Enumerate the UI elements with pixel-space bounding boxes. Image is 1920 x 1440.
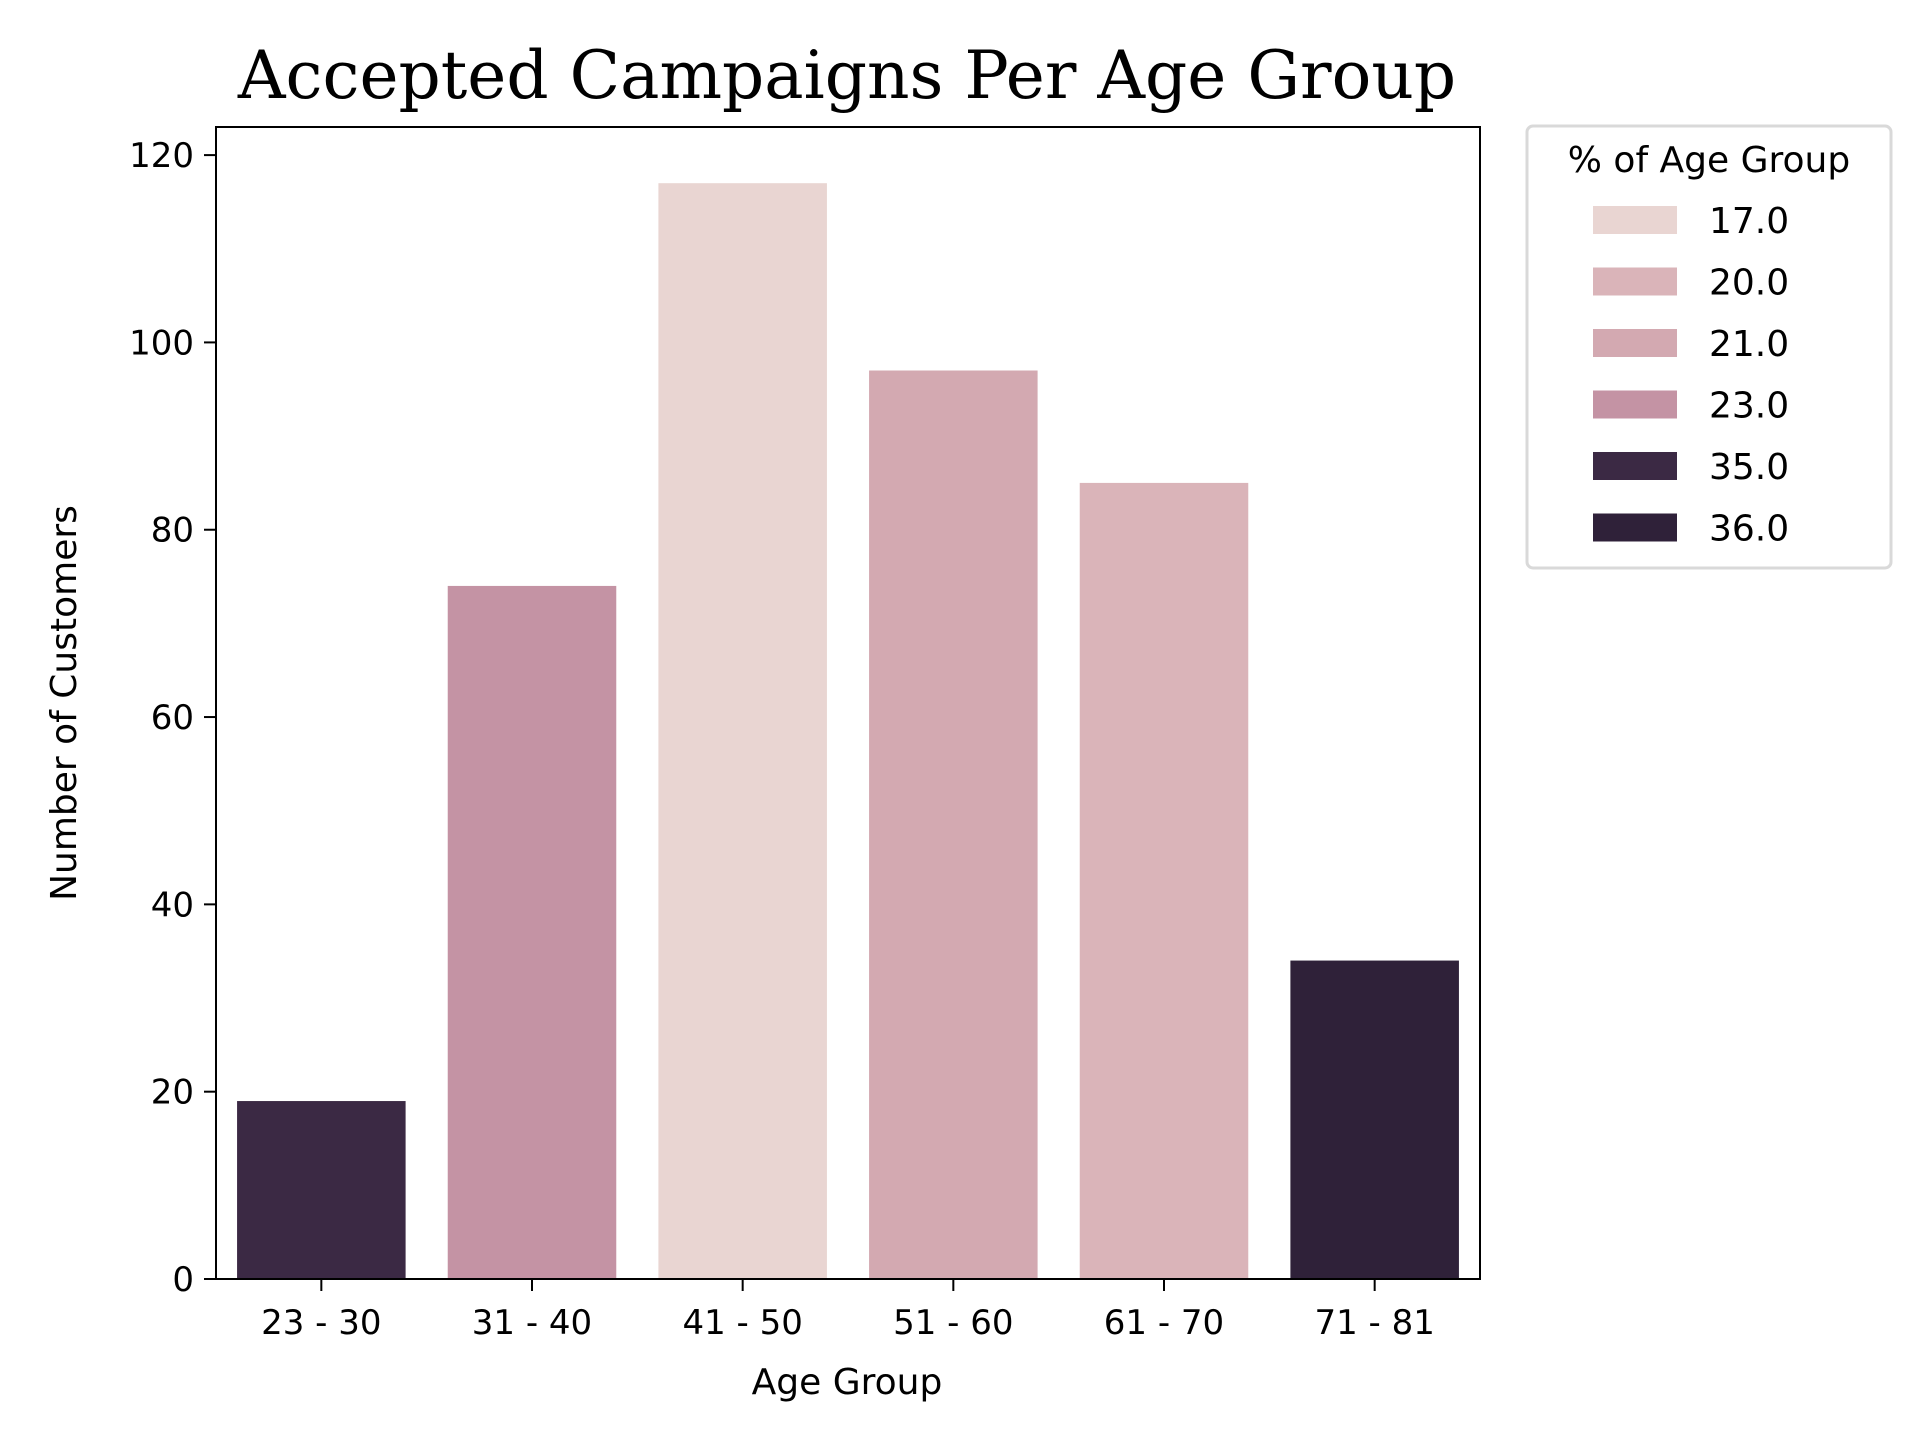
bar-23-30 bbox=[237, 1101, 406, 1279]
bar-31-40 bbox=[447, 585, 617, 1279]
legend-swatch bbox=[1593, 206, 1677, 234]
legend-swatch bbox=[1593, 267, 1677, 296]
legend-swatch bbox=[1593, 329, 1677, 357]
legend-label: 20.0 bbox=[1709, 263, 1789, 304]
legend-label: 17.0 bbox=[1709, 201, 1789, 242]
y-tick-label: 60 bbox=[151, 698, 194, 738]
legend-swatch bbox=[1593, 390, 1677, 419]
y-axis-label: Number of Customers bbox=[44, 505, 85, 901]
legend-label: 21.0 bbox=[1709, 324, 1789, 365]
legend-label: 36.0 bbox=[1709, 509, 1789, 550]
y-tick-label: 120 bbox=[129, 136, 194, 176]
legend-title: % of Age Group bbox=[1568, 140, 1850, 181]
x-tick-label: 61 - 70 bbox=[1104, 1303, 1224, 1343]
x-tick-label: 51 - 60 bbox=[893, 1303, 1013, 1343]
bar-71-81 bbox=[1290, 960, 1459, 1279]
x-tick-label: 23 - 30 bbox=[261, 1303, 381, 1343]
legend: % of Age Group 17.0 20.0 21.0 23.0 35.0 36.0 bbox=[1525, 124, 1893, 570]
legend-label: 23.0 bbox=[1709, 386, 1789, 427]
x-axis: 23 - 30 31 - 40 41 - 50 51 - 60 61 - 70 71 - … bbox=[261, 1279, 1435, 1343]
y-tick-label: 0 bbox=[172, 1260, 194, 1300]
legend-swatch bbox=[1593, 513, 1677, 542]
bar-61-70 bbox=[1079, 482, 1249, 1279]
x-axis-label: Age Group bbox=[752, 1362, 943, 1403]
legend-entries: 17.0 20.0 21.0 23.0 35.0 36.0 bbox=[1593, 201, 1789, 550]
bars-layer bbox=[237, 183, 1459, 1280]
x-tick-label: 31 - 40 bbox=[472, 1303, 592, 1343]
y-axis: 0 20 40 60 80 100 120 bbox=[129, 136, 216, 1300]
legend-swatch bbox=[1593, 452, 1677, 480]
y-tick-label: 20 bbox=[151, 1073, 194, 1113]
bar-41-50 bbox=[658, 183, 827, 1280]
y-tick-label: 40 bbox=[151, 885, 194, 925]
y-tick-label: 80 bbox=[151, 511, 194, 551]
x-tick-label: 41 - 50 bbox=[682, 1303, 802, 1343]
chart-title: Accepted Campaigns Per Age Group bbox=[237, 37, 1456, 114]
legend-label: 35.0 bbox=[1709, 447, 1789, 488]
bar-51-60 bbox=[869, 370, 1038, 1279]
y-tick-label: 100 bbox=[129, 323, 194, 363]
plot-frame bbox=[215, 126, 1481, 1280]
x-tick-label: 71 - 81 bbox=[1314, 1303, 1434, 1343]
